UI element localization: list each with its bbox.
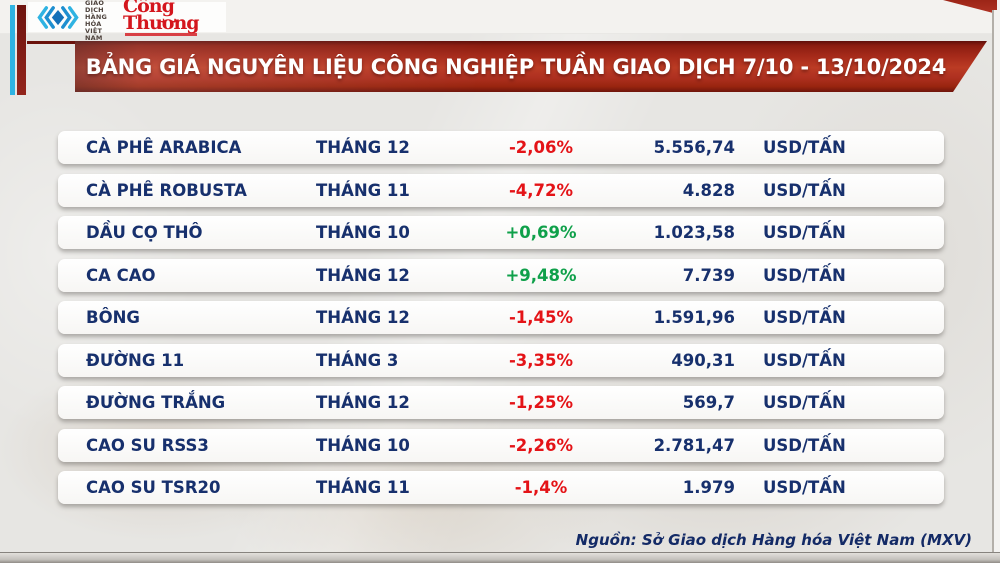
price-unit: USD/TẤN — [763, 350, 846, 370]
price-unit: USD/TẤN — [763, 478, 846, 497]
contract-month: THÁNG 12 — [316, 265, 410, 285]
mxv-logo: SỞ GIAO DỊCH HÀNG HÓA VIỆT NAM — [36, 0, 116, 42]
percent-change: -4,72% — [508, 180, 574, 200]
logo-panel: SỞ GIAO DỊCH HÀNG HÓA VIỆT NAM Công Thươ… — [28, 0, 226, 41]
congthuong-wordmark: Công Thương — [123, 0, 200, 34]
percent-change: -2,06% — [508, 138, 574, 157]
banner-left-line — [27, 41, 77, 44]
table-row: CA CAO THÁNG 12 +9,48% 7.739 USD/TẤN — [58, 258, 944, 292]
price-unit: USD/TẤN — [763, 393, 846, 412]
commodity-name: ĐƯỜNG 11 — [86, 350, 185, 370]
table-row: ĐƯỜNG 11 THÁNG 3 -3,35% 490,31 USD/TẤN — [58, 343, 944, 377]
percent-change: -3,35% — [508, 350, 574, 370]
table-row: CÀ PHÊ ARABICA THÁNG 12 -2,06% 5.556,74 … — [58, 131, 944, 164]
title-banner: BẢNG GIÁ NGUYÊN LIỆU CÔNG NGHIỆP TUẦN GI… — [75, 41, 987, 92]
price-value: 1.591,96 — [653, 308, 735, 327]
left-accent-cyan-bar — [10, 5, 15, 95]
price-unit: USD/TẤN — [763, 180, 846, 200]
commodity-name: CAO SU TSR20 — [86, 478, 221, 497]
congthuong-tagline-bar — [125, 33, 198, 36]
table-row: CAO SU RSS3 THÁNG 10 -2,26% 2.781,47 USD… — [58, 428, 944, 462]
contract-month: THÁNG 11 — [316, 478, 410, 497]
source-note: Nguồn: Sở Giao dịch Hàng hóa Việt Nam (M… — [575, 531, 972, 549]
price-unit: USD/TẤN — [763, 265, 846, 285]
contract-month: THÁNG 12 — [316, 393, 410, 412]
commodity-name: CÀ PHÊ ARABICA — [86, 138, 242, 157]
price-unit: USD/TẤN — [763, 223, 846, 242]
table-row: DẦU CỌ THÔ THÁNG 10 +0,69% 1.023,58 USD/… — [58, 216, 944, 249]
percent-change: -2,26% — [508, 435, 574, 455]
bottom-page-edge — [0, 552, 1000, 563]
price-value: 5.556,74 — [653, 138, 735, 157]
contract-month: THÁNG 3 — [316, 350, 399, 370]
percent-change: -1,4% — [514, 478, 568, 497]
commodity-name: BÔNG — [86, 308, 140, 327]
right-page-edge — [992, 10, 1000, 554]
contract-month: THÁNG 12 — [316, 138, 410, 157]
table-row: ĐƯỜNG TRẮNG THÁNG 12 -1,25% 569,7 USD/TẤ… — [58, 386, 944, 419]
price-table: CÀ PHÊ ARABICA THÁNG 12 -2,06% 5.556,74 … — [58, 131, 944, 504]
mxv-logo-line: VIỆT NAM — [85, 26, 103, 42]
price-value: 4.828 — [682, 180, 735, 200]
mxv-logo-line: SỞ GIAO DỊCH — [85, 0, 105, 14]
price-value: 1.979 — [682, 478, 735, 497]
commodity-name: ĐƯỜNG TRẮNG — [86, 393, 226, 412]
percent-change: -1,45% — [508, 308, 574, 327]
commodity-name: CÀ PHÊ ROBUSTA — [86, 180, 247, 200]
page-title: BẢNG GIÁ NGUYÊN LIỆU CÔNG NGHIỆP TUẦN GI… — [85, 54, 947, 79]
mxv-logo-line: HÀNG HÓA — [85, 12, 108, 28]
percent-change: +9,48% — [505, 265, 577, 285]
percent-change: +0,69% — [505, 223, 577, 242]
mxv-chevron-diamond-icon — [36, 5, 80, 30]
contract-month: THÁNG 10 — [316, 223, 410, 242]
price-value: 569,7 — [682, 393, 735, 412]
contract-month: THÁNG 12 — [316, 308, 410, 327]
commodity-name: DẦU CỌ THÔ — [86, 223, 203, 242]
price-unit: USD/TẤN — [763, 435, 846, 455]
table-row: CAO SU TSR20 THÁNG 11 -1,4% 1.979 USD/TẤ… — [58, 471, 944, 504]
congthuong-logo: Công Thương — [123, 0, 226, 36]
commodity-name: CA CAO — [86, 265, 156, 285]
contract-month: THÁNG 11 — [316, 180, 410, 200]
price-value: 2.781,47 — [653, 435, 735, 455]
contract-month: THÁNG 10 — [316, 435, 410, 455]
percent-change: -1,25% — [508, 393, 574, 412]
mxv-logo-text: SỞ GIAO DỊCH HÀNG HÓA VIỆT NAM — [85, 0, 116, 42]
price-value: 7.739 — [682, 265, 735, 285]
table-row: CÀ PHÊ ROBUSTA THÁNG 11 -4,72% 4.828 USD… — [58, 173, 944, 207]
left-accent-red-bar — [17, 5, 26, 95]
price-unit: USD/TẤN — [763, 138, 846, 157]
price-unit: USD/TẤN — [763, 308, 846, 327]
price-value: 1.023,58 — [653, 223, 735, 242]
price-value: 490,31 — [671, 350, 735, 370]
commodity-name: CAO SU RSS3 — [86, 435, 209, 455]
table-row: BÔNG THÁNG 12 -1,45% 1.591,96 USD/TẤN — [58, 301, 944, 334]
